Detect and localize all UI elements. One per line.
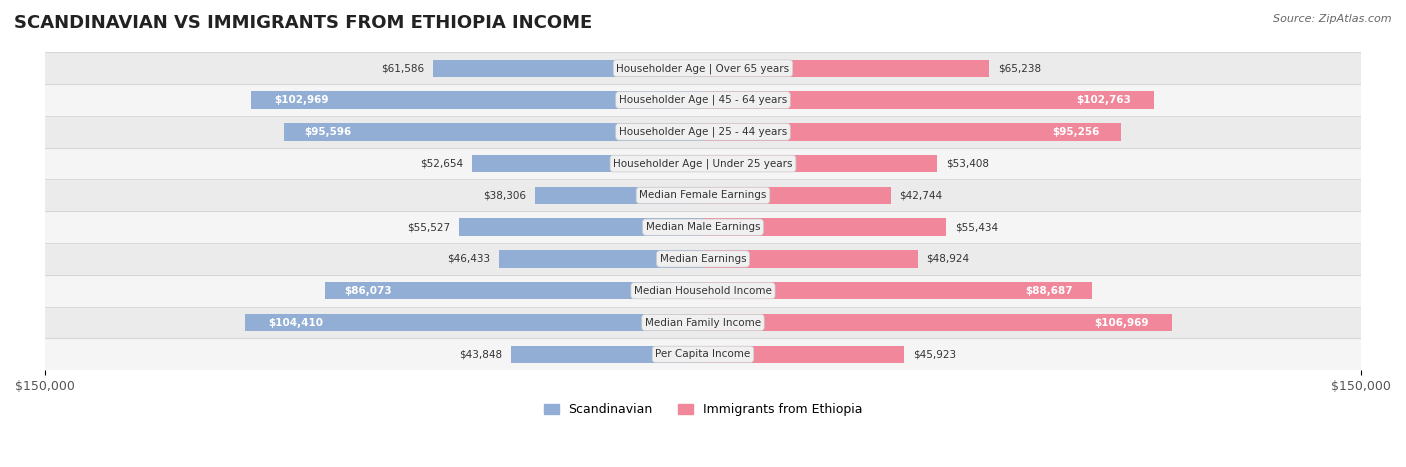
Text: Householder Age | Over 65 years: Householder Age | Over 65 years (616, 63, 790, 73)
Bar (703, 314, 1173, 331)
Bar (45, 211, 1361, 243)
Text: $42,744: $42,744 (900, 191, 942, 200)
Bar (703, 250, 918, 268)
Text: Source: ZipAtlas.com: Source: ZipAtlas.com (1274, 14, 1392, 24)
Text: Median Male Earnings: Median Male Earnings (645, 222, 761, 232)
Bar (45, 116, 1361, 148)
Bar (45, 307, 1361, 339)
Text: $102,763: $102,763 (1077, 95, 1132, 105)
Bar (472, 155, 703, 172)
Bar (703, 59, 990, 77)
Text: $61,586: $61,586 (381, 63, 425, 73)
Bar (45, 339, 1361, 370)
Text: Householder Age | 45 - 64 years: Householder Age | 45 - 64 years (619, 95, 787, 105)
Bar (703, 346, 904, 363)
Bar (703, 187, 890, 204)
Bar (499, 250, 703, 268)
Bar (703, 155, 938, 172)
Text: $86,073: $86,073 (344, 286, 392, 296)
Bar (703, 123, 1121, 141)
Text: $95,256: $95,256 (1053, 127, 1099, 137)
Legend: Scandinavian, Immigrants from Ethiopia: Scandinavian, Immigrants from Ethiopia (538, 398, 868, 421)
Text: Per Capita Income: Per Capita Income (655, 349, 751, 359)
Text: $55,527: $55,527 (408, 222, 451, 232)
Text: Median Household Income: Median Household Income (634, 286, 772, 296)
Text: $38,306: $38,306 (484, 191, 526, 200)
Text: $55,434: $55,434 (955, 222, 998, 232)
Text: $43,848: $43,848 (458, 349, 502, 359)
Bar (45, 179, 1361, 211)
Bar (45, 84, 1361, 116)
Text: Median Family Income: Median Family Income (645, 318, 761, 327)
Text: $48,924: $48,924 (927, 254, 970, 264)
Bar (45, 275, 1361, 307)
Bar (284, 123, 703, 141)
Bar (45, 52, 1361, 84)
Bar (45, 243, 1361, 275)
Text: $52,654: $52,654 (420, 159, 463, 169)
Text: $104,410: $104,410 (269, 318, 323, 327)
Text: Householder Age | 25 - 44 years: Householder Age | 25 - 44 years (619, 127, 787, 137)
Bar (703, 91, 1154, 109)
Text: $46,433: $46,433 (447, 254, 491, 264)
Text: Median Earnings: Median Earnings (659, 254, 747, 264)
Text: $88,687: $88,687 (1025, 286, 1073, 296)
Text: $95,596: $95,596 (305, 127, 352, 137)
Bar (510, 346, 703, 363)
Bar (703, 282, 1092, 299)
Bar (460, 219, 703, 236)
Bar (45, 148, 1361, 179)
Text: $65,238: $65,238 (998, 63, 1040, 73)
Bar (534, 187, 703, 204)
Bar (245, 314, 703, 331)
Text: $53,408: $53,408 (946, 159, 988, 169)
Text: $102,969: $102,969 (274, 95, 329, 105)
Text: Householder Age | Under 25 years: Householder Age | Under 25 years (613, 158, 793, 169)
Text: $106,969: $106,969 (1094, 318, 1149, 327)
Bar (325, 282, 703, 299)
Text: SCANDINAVIAN VS IMMIGRANTS FROM ETHIOPIA INCOME: SCANDINAVIAN VS IMMIGRANTS FROM ETHIOPIA… (14, 14, 592, 32)
Bar (703, 219, 946, 236)
Bar (433, 59, 703, 77)
Text: Median Female Earnings: Median Female Earnings (640, 191, 766, 200)
Text: $45,923: $45,923 (914, 349, 956, 359)
Bar (252, 91, 703, 109)
